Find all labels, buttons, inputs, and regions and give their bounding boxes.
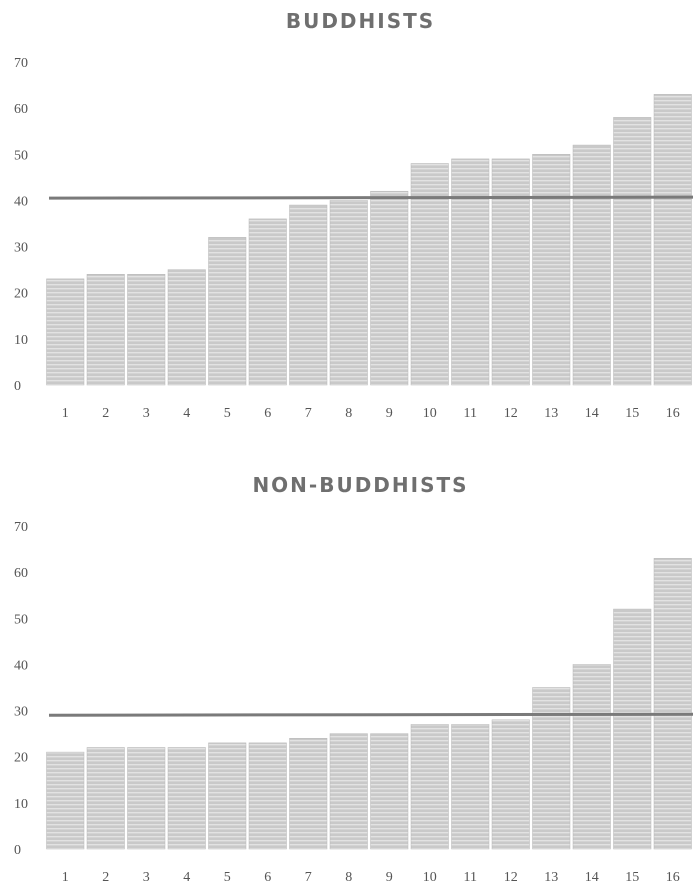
bar <box>86 747 125 850</box>
bar <box>532 687 571 850</box>
bar <box>451 724 490 850</box>
bar <box>167 747 206 850</box>
x-tick-label: 16 <box>666 870 680 883</box>
bar <box>572 144 611 386</box>
x-tick-label: 16 <box>666 406 680 421</box>
x-tick-label: 3 <box>143 406 150 421</box>
bar <box>208 237 247 386</box>
y-tick-label: 50 <box>14 148 28 163</box>
bar <box>491 158 530 386</box>
bar <box>410 724 449 850</box>
y-tick-label: 50 <box>14 612 28 627</box>
bar <box>248 742 287 850</box>
x-tick-label: 7 <box>305 870 312 883</box>
y-tick-label: 40 <box>14 194 28 209</box>
x-tick-label: 5 <box>224 870 231 883</box>
x-tick-label: 8 <box>345 406 352 421</box>
chart-title: NON-BUDDHISTS <box>252 473 468 497</box>
bar <box>329 733 368 850</box>
bar <box>86 274 125 386</box>
x-tick-label: 2 <box>102 870 109 883</box>
bar <box>572 664 611 850</box>
bar <box>167 269 206 386</box>
bar <box>46 278 85 386</box>
x-tick-label: 4 <box>183 406 190 421</box>
y-tick-label: 30 <box>14 705 28 720</box>
y-tick-label: 0 <box>14 843 21 858</box>
average-line <box>48 195 693 200</box>
bar <box>46 751 85 850</box>
bar <box>491 719 530 850</box>
x-tick-label: 11 <box>464 870 477 883</box>
x-tick-label: 13 <box>544 406 558 421</box>
y-tick-label: 60 <box>14 102 28 117</box>
bar <box>370 190 409 386</box>
x-tick-label: 1 <box>62 870 69 883</box>
bar <box>451 158 490 386</box>
bar <box>653 94 692 386</box>
bar <box>289 204 328 386</box>
bar <box>248 218 287 386</box>
y-tick-label: 10 <box>14 333 28 348</box>
bar <box>410 163 449 386</box>
x-tick-label: 9 <box>386 870 393 883</box>
y-tick-label: 20 <box>14 751 28 766</box>
x-tick-label: 5 <box>224 406 231 421</box>
x-tick-label: 14 <box>585 870 599 883</box>
y-tick-label: 10 <box>14 797 28 812</box>
x-tick-label: 8 <box>345 870 352 883</box>
bar <box>532 154 571 386</box>
x-tick-label: 14 <box>585 406 599 421</box>
y-tick-label: 40 <box>14 658 28 673</box>
y-tick-label: 0 <box>14 379 21 394</box>
x-tick-label: 1 <box>62 406 69 421</box>
x-tick-label: 4 <box>183 870 190 883</box>
bar <box>613 608 652 850</box>
x-tick-label: 11 <box>464 406 477 421</box>
y-tick-label: 20 <box>14 287 28 302</box>
bar <box>613 117 652 386</box>
x-tick-label: 7 <box>305 406 312 421</box>
x-tick-label: 3 <box>143 870 150 883</box>
x-tick-label: 6 <box>264 406 271 421</box>
x-tick-label: 13 <box>544 870 558 883</box>
bar <box>329 200 368 386</box>
x-tick-label: 2 <box>102 406 109 421</box>
y-tick-label: 60 <box>14 566 28 581</box>
bar <box>370 733 409 850</box>
chart-title: BUDDHISTS <box>286 9 435 33</box>
y-tick-label: 70 <box>14 520 28 535</box>
x-tick-label: 6 <box>264 870 271 883</box>
x-tick-label: 12 <box>504 406 518 421</box>
x-tick-label: 9 <box>386 406 393 421</box>
y-tick-label: 70 <box>14 56 28 71</box>
bar <box>289 738 328 850</box>
bar <box>653 558 692 850</box>
y-tick-label: 30 <box>14 241 28 256</box>
bar <box>127 274 166 386</box>
x-tick-label: 10 <box>423 870 437 883</box>
x-tick-label: 15 <box>625 406 639 421</box>
x-tick-label: 10 <box>423 406 437 421</box>
average-line <box>48 712 693 717</box>
x-tick-label: 15 <box>625 870 639 883</box>
bar <box>127 747 166 850</box>
bar <box>208 742 247 850</box>
x-tick-label: 12 <box>504 870 518 883</box>
